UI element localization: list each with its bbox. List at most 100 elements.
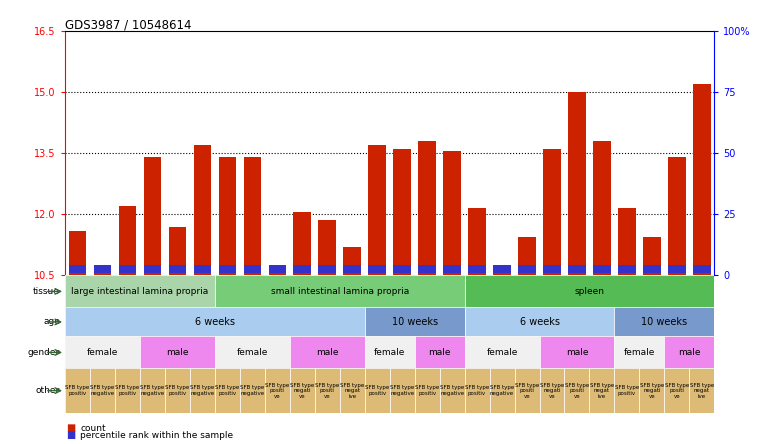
Text: SFB type
negative: SFB type negative: [141, 385, 164, 396]
Text: SFB type
positiv: SFB type positiv: [415, 385, 439, 396]
Bar: [539, 337, 614, 369]
Bar: [443, 151, 461, 275]
Bar: [215, 369, 240, 413]
Bar: [590, 369, 614, 413]
Bar: [568, 92, 586, 275]
Bar: [568, 265, 586, 273]
Text: 10 weeks: 10 weeks: [641, 317, 688, 327]
Text: SFB type
negat
ive: SFB type negat ive: [340, 383, 364, 399]
Bar: [543, 149, 561, 275]
Bar: [90, 369, 115, 413]
Text: SFB type
positiv: SFB type positiv: [165, 385, 189, 396]
Text: gender: gender: [28, 348, 60, 357]
Bar: [219, 265, 236, 273]
Text: SFB type
positi
ve: SFB type positi ve: [315, 383, 339, 399]
Bar: [319, 265, 336, 273]
Bar: [65, 337, 140, 369]
Bar: [689, 369, 714, 413]
Bar: [244, 265, 261, 273]
Text: male: male: [429, 348, 451, 357]
Text: female: female: [374, 348, 406, 357]
Text: SFB type
positiv: SFB type positiv: [465, 385, 489, 396]
Text: small intestinal lamina propria: small intestinal lamina propria: [270, 287, 409, 296]
Text: SFB type
positiv: SFB type positiv: [115, 385, 140, 396]
Bar: [189, 369, 215, 413]
Text: large intestinal lamina propria: large intestinal lamina propria: [71, 287, 209, 296]
Text: female: female: [237, 348, 268, 357]
Bar: [65, 369, 90, 413]
Text: SFB type
negat
ive: SFB type negat ive: [690, 383, 714, 399]
Text: SFB type
positi
ve: SFB type positi ve: [515, 383, 539, 399]
Bar: [244, 157, 261, 275]
Bar: [315, 369, 340, 413]
Bar: [693, 84, 711, 275]
Bar: [468, 208, 486, 275]
Text: SFB type
negati
ve: SFB type negati ve: [639, 383, 664, 399]
Bar: [593, 141, 610, 275]
Bar: [443, 265, 461, 273]
Bar: [215, 275, 465, 307]
Text: SFB type
positi
ve: SFB type positi ve: [565, 383, 589, 399]
Bar: [69, 265, 86, 273]
Bar: [494, 269, 511, 275]
Bar: [665, 369, 689, 413]
Bar: [665, 337, 714, 369]
Bar: [518, 237, 536, 275]
Text: 10 weeks: 10 weeks: [392, 317, 438, 327]
Bar: [643, 265, 661, 273]
Text: tissue: tissue: [33, 287, 60, 296]
Bar: [614, 369, 639, 413]
Bar: [290, 369, 315, 413]
Bar: [193, 145, 211, 275]
Text: SFB type
negati
ve: SFB type negati ve: [540, 383, 564, 399]
Bar: [169, 265, 186, 273]
Bar: [169, 226, 186, 275]
Text: male: male: [316, 348, 338, 357]
Bar: [415, 337, 465, 369]
Bar: [465, 369, 490, 413]
Bar: [393, 265, 411, 273]
Bar: [668, 157, 685, 275]
Bar: [668, 265, 685, 273]
Bar: [193, 265, 211, 273]
Bar: [268, 271, 286, 275]
Bar: [94, 265, 111, 273]
Bar: [94, 269, 111, 275]
Bar: [514, 369, 539, 413]
Text: SFB type
negative: SFB type negative: [490, 385, 514, 396]
Bar: [419, 265, 435, 273]
Bar: [539, 369, 565, 413]
Text: percentile rank within the sample: percentile rank within the sample: [80, 432, 233, 440]
Text: age: age: [43, 317, 60, 326]
Bar: [465, 275, 714, 307]
Text: SFB type
negative: SFB type negative: [390, 385, 414, 396]
Bar: [215, 337, 290, 369]
Bar: [118, 265, 136, 273]
Text: SFB type
negative: SFB type negative: [90, 385, 115, 396]
Text: SFB type
negati
ve: SFB type negati ve: [290, 383, 314, 399]
Text: female: female: [487, 348, 518, 357]
Bar: [393, 149, 411, 275]
Bar: [340, 369, 364, 413]
Text: spleen: spleen: [575, 287, 604, 296]
Bar: [618, 265, 636, 273]
Bar: [368, 145, 386, 275]
Bar: [265, 369, 290, 413]
Bar: [565, 369, 590, 413]
Text: SFB type
positiv: SFB type positiv: [215, 385, 239, 396]
Bar: [593, 265, 610, 273]
Text: count: count: [80, 424, 106, 433]
Bar: [165, 369, 189, 413]
Text: SFB type
positiv: SFB type positiv: [65, 385, 89, 396]
Bar: [293, 265, 311, 273]
Text: male: male: [565, 348, 588, 357]
Bar: [268, 265, 286, 273]
Bar: [468, 265, 486, 273]
Bar: [490, 369, 514, 413]
Bar: [293, 212, 311, 275]
Bar: [368, 265, 386, 273]
Bar: [140, 337, 215, 369]
Bar: [693, 265, 711, 273]
Text: male: male: [166, 348, 189, 357]
Text: other: other: [36, 386, 60, 395]
